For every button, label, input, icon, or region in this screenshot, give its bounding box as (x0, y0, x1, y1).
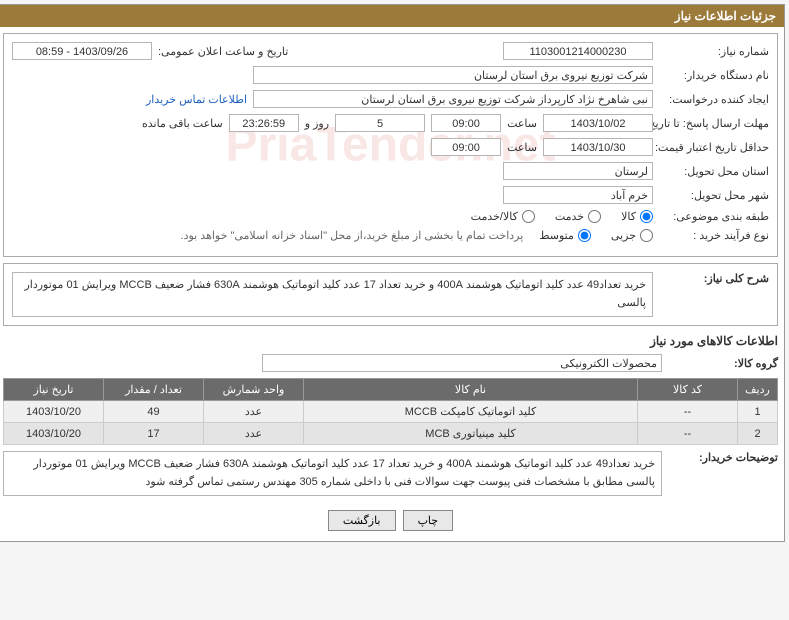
deadline-time-label: ساعت (507, 117, 537, 130)
main-form-box: PriaTender.net شماره نیاز: 1103001214000… (3, 33, 778, 257)
cell-name: کلید مینیاتوری MCB (304, 423, 638, 445)
contact-link[interactable]: اطلاعات تماس خریدار (146, 93, 247, 106)
items-table: ردیف کد کالا نام کالا واحد شمارش تعداد /… (3, 378, 778, 445)
days-count-field: 5 (335, 114, 425, 132)
proc-small-radio[interactable] (640, 229, 653, 242)
province-label: استان محل تحویل: (659, 165, 769, 178)
description-box: شرح کلی نیاز: خرید تعداد49 عدد کلید اتوم… (3, 263, 778, 326)
cell-qty: 17 (104, 423, 204, 445)
deadline-label: مهلت ارسال پاسخ: تا تاریخ: (659, 117, 769, 130)
th-unit: واحد شمارش (204, 379, 304, 401)
validity-time-label: ساعت (507, 141, 537, 154)
city-label: شهر محل تحویل: (659, 189, 769, 202)
proc-medium-radio[interactable] (578, 229, 591, 242)
group-field: محصولات الکترونیکی (262, 354, 662, 372)
cat-service-option[interactable]: خدمت (555, 210, 601, 223)
group-label: گروه کالا: (668, 357, 778, 370)
items-section-title: اطلاعات کالاهای مورد نیاز (3, 334, 778, 348)
cell-n: 1 (738, 401, 778, 423)
requester-label: ایجاد کننده درخواست: (659, 93, 769, 106)
category-label: طبقه بندی موضوعی: (659, 210, 769, 223)
table-row: 1--کلید اتوماتیک کامپکت MCCBعدد491403/10… (4, 401, 778, 423)
items-section: اطلاعات کالاهای مورد نیاز گروه کالا: محص… (3, 334, 778, 496)
validity-date-field: 1403/10/30 (543, 138, 653, 156)
cell-code: -- (638, 423, 738, 445)
cell-n: 2 (738, 423, 778, 445)
cell-unit: عدد (204, 401, 304, 423)
deadline-date-field: 1403/10/02 (543, 114, 653, 132)
print-button[interactable]: چاپ (403, 510, 454, 531)
cat-goods-label: کالا (621, 210, 636, 223)
button-bar: چاپ بازگشت (3, 502, 778, 535)
requester-field: نبی شاهرخ نژاد کارپرداز شرکت توزیع نیروی… (253, 90, 653, 108)
cell-unit: عدد (204, 423, 304, 445)
buyer-notes-text: خرید تعداد49 عدد کلید اتوماتیک هوشمند 40… (3, 451, 662, 496)
province-field: لرستان (503, 162, 653, 180)
table-row: 2--کلید مینیاتوری MCBعدد171403/10/20 (4, 423, 778, 445)
desc-label: شرح کلی نیاز: (659, 272, 769, 285)
need-no-field: 1103001214000230 (503, 42, 653, 60)
proc-medium-option[interactable]: متوسط (539, 229, 591, 242)
remaining-label: ساعت باقی مانده (142, 117, 223, 130)
details-panel: جزئیات اطلاعات نیاز PriaTender.net شماره… (0, 4, 785, 542)
cat-both-label: کالا/خدمت (471, 210, 518, 223)
process-radio-group: جزیی متوسط (539, 229, 653, 242)
cat-both-option[interactable]: کالا/خدمت (471, 210, 535, 223)
validity-label: حداقل تاریخ اعتبار قیمت: تا تاریخ: (659, 141, 769, 154)
th-date: تاریخ نیاز (4, 379, 104, 401)
proc-medium-label: متوسط (539, 229, 574, 242)
cell-code: -- (638, 401, 738, 423)
th-code: کد کالا (638, 379, 738, 401)
announce-field: 1403/09/26 - 08:59 (12, 42, 152, 60)
countdown-field: 23:26:59 (229, 114, 299, 132)
cell-date: 1403/10/20 (4, 401, 104, 423)
cell-name: کلید اتوماتیک کامپکت MCCB (304, 401, 638, 423)
days-label: روز و (305, 117, 329, 130)
cat-both-radio[interactable] (522, 210, 535, 223)
cat-service-radio[interactable] (588, 210, 601, 223)
th-name: نام کالا (304, 379, 638, 401)
process-label: نوع فرآیند خرید : (659, 229, 769, 242)
panel-body: PriaTender.net شماره نیاز: 1103001214000… (0, 27, 784, 541)
validity-time-field: 09:00 (431, 138, 501, 156)
need-no-label: شماره نیاز: (659, 45, 769, 58)
proc-small-option[interactable]: جزیی (611, 229, 653, 242)
cat-goods-radio[interactable] (640, 210, 653, 223)
back-button[interactable]: بازگشت (328, 510, 396, 531)
category-radio-group: کالا خدمت کالا/خدمت (471, 210, 653, 223)
th-qty: تعداد / مقدار (104, 379, 204, 401)
cat-goods-option[interactable]: کالا (621, 210, 653, 223)
desc-text: خرید تعداد49 عدد کلید اتوماتیک هوشمند 40… (12, 272, 653, 317)
panel-title: جزئیات اطلاعات نیاز (0, 5, 784, 27)
buyer-org-field: شرکت توزیع نیروی برق استان لرستان (253, 66, 653, 84)
cat-service-label: خدمت (555, 210, 584, 223)
proc-small-label: جزیی (611, 229, 636, 242)
cell-date: 1403/10/20 (4, 423, 104, 445)
deadline-time-field: 09:00 (431, 114, 501, 132)
process-note: پرداخت تمام یا بخشی از مبلغ خرید،از محل … (181, 229, 524, 242)
buyer-notes-label: توضیحات خریدار: (668, 451, 778, 464)
city-field: خرم آباد (503, 186, 653, 204)
th-row: ردیف (738, 379, 778, 401)
announce-label: تاریخ و ساعت اعلان عمومی: (158, 45, 288, 58)
buyer-org-label: نام دستگاه خریدار: (659, 69, 769, 82)
cell-qty: 49 (104, 401, 204, 423)
